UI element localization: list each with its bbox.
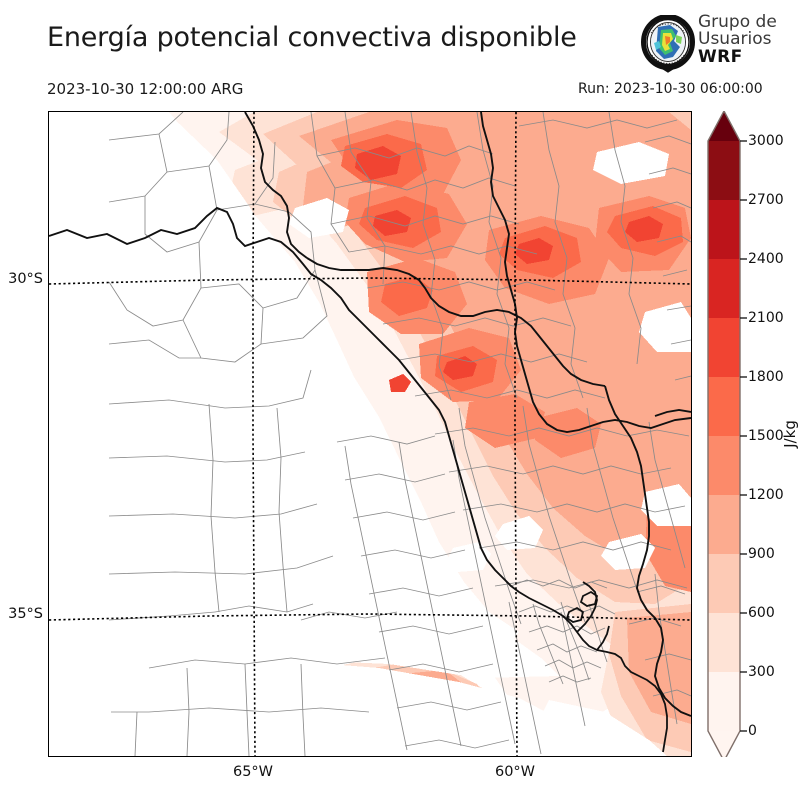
- wrf-users-group-globe-emblem: [641, 15, 695, 73]
- cape-map: .c1{fill:#fff4ef} .c2{fill:#fee3d6} .c3{…: [49, 112, 691, 756]
- colorbar-unit-label: J/kg: [780, 420, 799, 448]
- colorbar: 0 300 600 900 1200 1500 1800 2100 2400 2…: [706, 111, 799, 757]
- y-tick-label-30s: 30°S: [8, 271, 43, 287]
- colorbar-tick-0: 0: [748, 723, 757, 739]
- x-tick-label-60w: 60°W: [494, 764, 536, 780]
- logo-line-1: Grupo de: [698, 12, 777, 32]
- colorbar-tick-2700: 2700: [748, 192, 784, 208]
- brand-logo: Grupo de Usuarios WRF: [640, 12, 796, 76]
- colorbar-tick-300: 300: [748, 664, 775, 680]
- colorbar-tick-1200: 1200: [748, 487, 784, 503]
- logo-line-3: WRF: [698, 46, 743, 67]
- model-run-label: Run: 2023-10-30 06:00:00: [578, 81, 763, 97]
- cape-band-1800-2100: [305, 146, 663, 544]
- logo-line-2: Usuarios: [698, 29, 772, 50]
- colorbar-tick-1500: 1500: [748, 428, 784, 444]
- colorbar-ticks: [740, 140, 747, 732]
- graticule: [49, 112, 691, 756]
- map-x-axis: 65°W 60°W: [48, 764, 692, 788]
- colorbar-tick-2100: 2100: [748, 310, 784, 326]
- map-plot-area: .c1{fill:#fff4ef} .c2{fill:#fee3d6} .c3{…: [48, 111, 692, 757]
- colorbar-tick-3000: 3000: [748, 133, 784, 149]
- admin-boundaries-level2: [108, 112, 691, 756]
- colorbar-tick-1800: 1800: [748, 369, 784, 385]
- brand-logo-text: Grupo de Usuarios WRF: [698, 12, 777, 67]
- colorbar-tick-600: 600: [748, 605, 775, 621]
- valid-time-label: 2023-10-30 12:00:00 ARG: [47, 80, 244, 98]
- y-tick-label-35s: 35°S: [8, 606, 43, 622]
- map-y-axis: 30°S 35°S: [0, 111, 43, 757]
- map-clip: .c1{fill:#fff4ef} .c2{fill:#fee3d6} .c3{…: [49, 112, 691, 756]
- colorbar-tick-2400: 2400: [748, 251, 784, 267]
- colorbar-tick-900: 900: [748, 546, 775, 562]
- page-title: Energía potencial convectiva disponible: [47, 22, 577, 53]
- colorbar-gradient: [707, 111, 747, 757]
- x-tick-label-65w: 65°W: [232, 764, 274, 780]
- country-borders: [49, 112, 691, 753]
- colorbar-bands: [708, 111, 740, 757]
